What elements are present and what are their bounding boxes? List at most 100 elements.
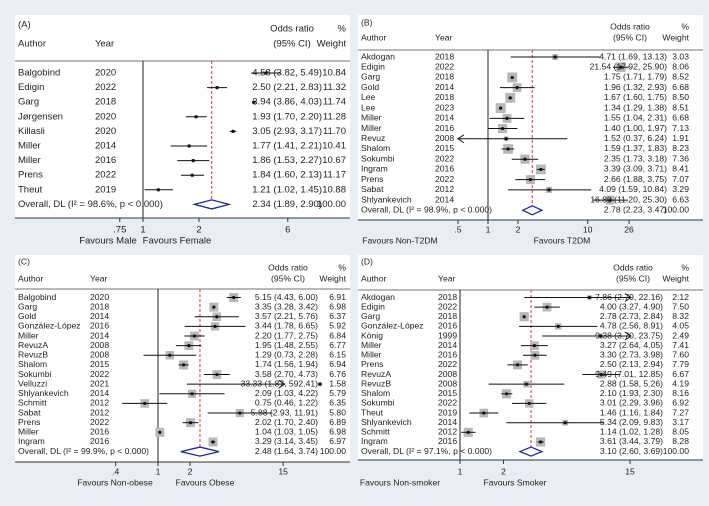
study-odds-ratio-ci: 2.78 (2.73, 2.84) xyxy=(600,311,663,321)
study-odds-ratio-ci: 1.55 (1.04, 2.31) xyxy=(604,113,667,123)
study-row: Schmitt 2012 1.14 (1.02, 1.28) 8.05 xyxy=(361,427,689,437)
study-row: Ingram 2016 3.39 (3.09, 3.71) 8.41 xyxy=(361,164,689,175)
study-row: Miller 2014 2.20 (1.77, 2.75) 6.84 xyxy=(18,330,346,341)
x-tick-label: .5 xyxy=(454,224,461,234)
study-author: Miller xyxy=(361,340,382,350)
study-year: 2012 xyxy=(435,184,454,194)
study-point-estimate xyxy=(190,392,194,396)
study-author: Garg xyxy=(18,97,39,108)
study-year: 2022 xyxy=(435,153,454,163)
weight-header: Weight xyxy=(662,273,689,283)
overall-weight: 100.00 xyxy=(663,205,690,215)
study-year: 2020 xyxy=(95,68,116,79)
study-weight: 7.07 xyxy=(672,174,689,184)
study-author: Miller xyxy=(18,155,41,166)
study-author: Miller xyxy=(361,123,382,133)
study-year: 2015 xyxy=(435,143,454,153)
panel-label: (A) xyxy=(18,20,31,31)
study-point-estimate xyxy=(522,315,526,319)
overall-odds-ratio-ci: 3.10 (2.60, 3.69) xyxy=(600,446,663,456)
study-point-estimate xyxy=(211,440,215,444)
study-year: 2008 xyxy=(438,369,457,379)
study-row: Sokumbi 2022 2.35 (1.73, 3.18) 7.36 xyxy=(361,153,689,164)
study-odds-ratio-ci: 3.39 (3.09, 3.71) xyxy=(604,164,667,174)
study-row: Akdogan 2018 4.71 (1.69, 13.13) 3.03 xyxy=(361,51,689,61)
study-author: Shlyankevich xyxy=(361,194,412,204)
study-weight: 4.05 xyxy=(672,321,689,331)
study-author: Ingram xyxy=(361,164,388,174)
study-odds-ratio-ci: 1.77 (1.41, 2.21) xyxy=(252,141,322,152)
study-row: Jørgensen 2020 1.93 (1.70, 2.20) 11.28 xyxy=(18,111,346,122)
study-point-estimate xyxy=(510,75,514,80)
x-tick-label: 1 xyxy=(458,466,463,476)
study-author: Shalom xyxy=(361,143,390,153)
study-weight: 6.91 xyxy=(329,292,346,302)
study-author: Prens xyxy=(361,174,383,184)
overall-weight: 100.00 xyxy=(317,199,346,210)
study-row: Miller 2014 3.27 (2.64, 4.05) 7.41 xyxy=(361,340,689,351)
favours-right-label: Favours Obese xyxy=(176,477,235,487)
study-weight: 8.32 xyxy=(672,311,689,321)
ci-arrow-right-icon xyxy=(624,293,632,302)
study-weight: 6.98 xyxy=(329,301,346,311)
overall-row: Overall, DL (I² = 99.9%, p < 0.000) 2.48 … xyxy=(18,446,346,457)
study-point-estimate xyxy=(215,372,219,377)
study-author: RevuzA xyxy=(18,340,48,350)
study-odds-ratio-ci: 1.40 (1.00, 1.97) xyxy=(604,123,667,133)
study-row: Sabat 2012 4.09 (1.59, 10.84) 3.29 xyxy=(361,184,689,194)
study-odds-ratio-ci: 4.09 (1.59, 10.84) xyxy=(599,184,667,194)
study-weight: 6.68 xyxy=(672,113,689,123)
study-year: 2016 xyxy=(438,321,457,331)
study-year: 2014 xyxy=(90,330,109,340)
study-point-estimate xyxy=(545,305,549,309)
author-header: Author xyxy=(361,32,386,42)
study-odds-ratio-ci: 3.57 (2.21, 5.76) xyxy=(255,311,318,321)
study-year: 2008 xyxy=(435,133,454,143)
study-weight: 8.16 xyxy=(672,388,689,398)
study-row: Velluzzi 2021 33.33 (1.87, 592.41) 1.58 xyxy=(18,378,346,389)
favours-right-label: Favours T2DM xyxy=(534,235,591,245)
study-weight: 2.12 xyxy=(672,292,689,302)
study-weight: 8.23 xyxy=(672,143,689,153)
study-row: Revuz 2008 1.52 (0.37, 6.24) 1.91 xyxy=(361,133,689,144)
study-row: Sokumbi 2022 3.58 (2.70, 4.73) 6.76 xyxy=(18,369,346,379)
study-weight: 11.74 xyxy=(323,97,346,108)
study-weight: 8.05 xyxy=(672,427,689,437)
study-author: Prens xyxy=(18,417,40,427)
study-author: Theut xyxy=(18,184,43,195)
study-author: Shlyankevich xyxy=(361,417,412,427)
study-point-estimate xyxy=(158,430,162,434)
x-tick-label: 2 xyxy=(516,224,521,234)
study-odds-ratio-ci: 3.05 (2.93, 3.17) xyxy=(252,126,322,137)
study-odds-ratio-ci: 1.86 (1.53, 2.27) xyxy=(252,155,322,166)
study-year: 2008 xyxy=(90,350,109,360)
study-row: Akdogan 2018 7.86 (2.79, 22.16) 2.12 xyxy=(361,292,689,302)
study-odds-ratio-ci: 1.84 (1.60, 2.13) xyxy=(252,170,322,181)
study-odds-ratio-ci: 1.59 (1.37, 1.83) xyxy=(604,143,667,153)
study-author: RevuzA xyxy=(361,369,391,379)
ci-arrow-right-icon xyxy=(624,331,632,341)
study-point-estimate xyxy=(504,392,509,396)
forest-panel-b: (B) Odds ratio(95% CI)%Weight Author Year Ak… xyxy=(358,15,703,245)
study-row: Killasli 2020 3.05 (2.93, 3.17) 11.70 xyxy=(18,126,346,137)
study-weight: 1.91 xyxy=(672,133,689,143)
odds-ratio-header: Odds ratio xyxy=(613,262,653,272)
study-author: Killasli xyxy=(18,126,45,137)
study-odds-ratio-ci: 4.58 (3.82, 5.49) xyxy=(252,68,322,79)
year-header: Year xyxy=(435,32,453,42)
study-year: 2014 xyxy=(438,340,457,350)
study-point-estimate xyxy=(466,430,470,434)
study-row: Prens 2022 2.66 (1.88, 3.75) 7.07 xyxy=(361,174,689,185)
study-author: Schmitt xyxy=(361,427,390,437)
study-odds-ratio-ci: 1.46 (1.16, 1.84) xyxy=(600,407,663,417)
study-odds-ratio-ci: 5.15 (4.43, 6.00) xyxy=(255,292,318,302)
favours-left-label: Favours Male xyxy=(79,236,137,247)
study-row: Sabat 2012 5.88 (2.93, 11.91) 5.80 xyxy=(18,407,346,417)
study-odds-ratio-ci: 3.44 (1.78, 6.65) xyxy=(255,321,318,331)
overall-label: Overall, DL (I² = 97.1%, p < 0.000) xyxy=(361,446,492,456)
study-year: 2014 xyxy=(90,388,109,398)
study-author: König xyxy=(361,330,383,340)
study-author: Miller xyxy=(361,113,382,123)
study-author: González-López xyxy=(18,321,81,331)
